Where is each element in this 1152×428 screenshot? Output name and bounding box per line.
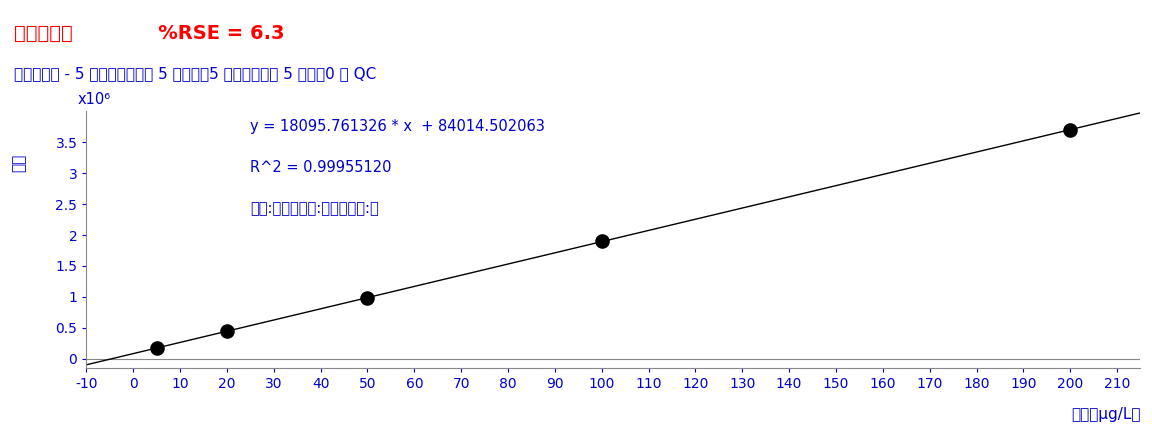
Text: 类型:线性，原点:忽略，权重:无: 类型:线性，原点:忽略，权重:无 — [250, 201, 379, 216]
Text: %RSE = 6.3: %RSE = 6.3 — [138, 24, 285, 42]
Text: 六氯丁二烯: 六氯丁二烯 — [14, 24, 73, 42]
Text: 六氯丁二烯 - 5 个级别，使用了 5 个级别，5 个点，使用了 5 个点，0 个 QC: 六氯丁二烯 - 5 个级别，使用了 5 个级别，5 个点，使用了 5 个点，0 … — [14, 66, 376, 81]
Text: R^2 = 0.99955120: R^2 = 0.99955120 — [250, 160, 392, 175]
Point — [1061, 126, 1079, 133]
Text: x10⁶: x10⁶ — [77, 92, 111, 107]
Text: 浓度（μg/L）: 浓度（μg/L） — [1071, 407, 1140, 422]
Text: 响应: 响应 — [12, 154, 26, 172]
Point — [218, 328, 236, 335]
Text: y = 18095.761326 * x  + 84014.502063: y = 18095.761326 * x + 84014.502063 — [250, 119, 545, 134]
Point — [358, 294, 377, 301]
Point — [147, 345, 166, 351]
Point — [592, 238, 611, 245]
